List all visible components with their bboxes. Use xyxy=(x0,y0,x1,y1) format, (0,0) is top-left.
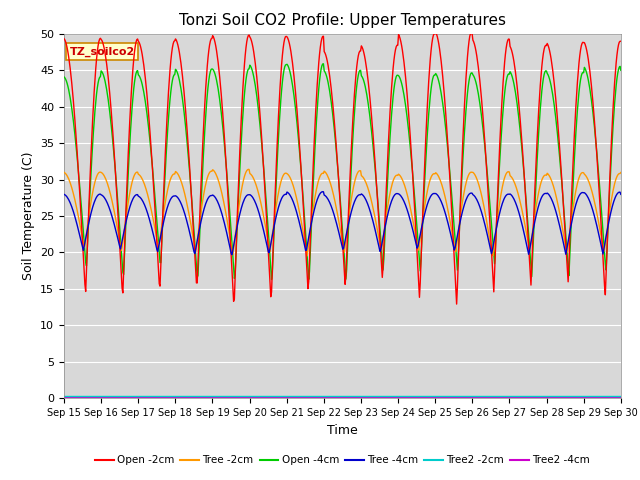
Title: Tonzi Soil CO2 Profile: Upper Temperatures: Tonzi Soil CO2 Profile: Upper Temperatur… xyxy=(179,13,506,28)
Legend: Open -2cm, Tree -2cm, Open -4cm, Tree -4cm, Tree2 -2cm, Tree2 -4cm: Open -2cm, Tree -2cm, Open -4cm, Tree -4… xyxy=(91,451,594,469)
Y-axis label: Soil Temperature (C): Soil Temperature (C) xyxy=(22,152,35,280)
X-axis label: Time: Time xyxy=(327,424,358,437)
Text: TZ_soilco2: TZ_soilco2 xyxy=(70,47,135,57)
